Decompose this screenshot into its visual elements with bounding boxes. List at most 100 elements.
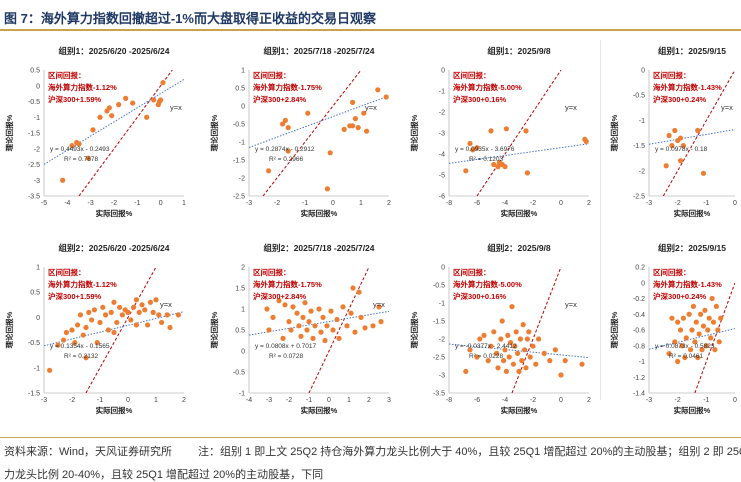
trend-equation: y = -0.0377x - 2.4412 [455,343,517,350]
index-return: 海外算力指数-5.00% [453,279,522,289]
data-point [501,358,507,364]
data-point [692,339,698,345]
x-tick-label: 0 [331,200,335,207]
x-tick-label: -3 [266,397,272,404]
data-point [328,308,334,314]
data-point [145,322,151,328]
title-rule [0,29,741,31]
data-point [151,97,157,103]
data-point [700,170,707,176]
y-tick-label: -1 [439,89,445,96]
chart-title: 组别2：2025/6/20 -2025/6/24 [58,243,169,253]
x-tick-label: -2 [530,397,536,404]
x-tick-label: 1 [359,200,363,207]
trend-equation: y = 0.0935x - 3.6976 [455,146,515,153]
chart-panel-g2-0718: 组别2：2025/7/18 -2025/7/24 -4 -3 -2 -1 0 1 2 3 2 1.5… [205,237,395,417]
return-label: 区间回报： [453,70,491,80]
data-point [679,343,685,349]
x-tick-label: 2 [182,397,186,404]
chart-title: 组别1：2025/7/18 -2025/7/24 [263,46,374,56]
data-point [97,114,103,120]
y-tick-label: -2 [439,337,445,344]
data-point [509,304,515,310]
data-point [282,302,288,308]
y-tick-label: -1.5 [28,391,40,398]
index-return: 海外算力指数-1.75% [253,82,322,92]
y-tick-label: 1 [241,307,245,314]
data-point [114,319,120,326]
y-tick-label: -0.5 [233,370,245,377]
index-return: 海外算力指数-1.43% [653,279,722,289]
chart-title: 组别1：2025/9/15 [658,46,726,56]
y-tick-label: -1.5 [28,131,40,138]
data-point [463,368,469,374]
panel-separator [600,40,601,400]
x-tick-label: -2 [69,397,75,404]
plot-layer [44,267,184,393]
data-point [288,327,294,333]
y-tick-label: -0.8 [633,343,645,350]
data-point [526,329,532,335]
data-point [474,145,480,151]
trend-line [44,311,184,347]
data-point [488,343,494,349]
chart-panel-g1-0915: 组别1：2025/9/15 -3 -2 -1 0 0 -0.5 -1 -1.5 -2 -2.5 实际回… [605,40,741,220]
data-point [90,127,96,133]
trend-r2: R² = 0.0728 [269,353,304,360]
data-point [264,306,270,312]
data-point [505,332,511,338]
data-point [106,105,112,111]
data-point [266,168,272,174]
y-tick-label: -0.5 [233,122,245,129]
x-tick-label: -2 [111,200,117,207]
data-point [350,123,356,129]
data-point [712,347,718,353]
data-point [527,354,533,360]
x-tick-label: 3 [387,397,391,404]
data-point [683,335,689,341]
y-tick-label: -1 [639,118,645,125]
x-tick-label: -4 [246,397,252,404]
data-point [700,323,707,329]
figure-title: 图 7：海外算力指数回撤超过-1%而大盘取得正收益的交易日观察 [4,11,376,26]
trend-equation: y = 0.0873x - 0.5823 [655,343,715,350]
chart-panel-g2-0908: 组别2：2025/9/8 -8 -6 -4 -2 0 2 0 -0.5 -1 -1.5 -2 -2.5 -… [405,237,595,417]
data-point [304,327,310,333]
data-point [131,304,137,310]
data-point [142,307,148,313]
data-point [136,309,142,315]
x-tick-label: 2 [587,200,591,207]
data-point [716,339,722,345]
data-point [109,113,115,119]
y-tick-label: -0.5 [433,283,445,290]
trend-line [44,79,184,165]
data-point [100,304,106,310]
y-axis-label: 理论回报% [609,114,619,151]
x-tick-label: 0 [327,397,331,404]
data-point [541,350,547,356]
data-point [702,307,708,313]
x-tick-label: -3 [88,200,94,207]
data-point [103,312,109,318]
identity-line [262,70,362,196]
index-return: 海外算力指数-1.12% [48,279,117,289]
data-point [139,302,145,308]
y-tick-label: -2 [34,146,40,153]
x-tick-label: -3 [646,200,652,207]
data-point [117,304,123,310]
data-point [89,317,95,323]
x-tick-label: -8 [446,397,452,404]
data-point [474,354,480,360]
data-point [77,312,83,318]
data-point [519,358,525,364]
x-tick-label: -1 [306,397,312,404]
data-point [499,318,505,324]
data-point [294,310,300,316]
data-point [47,367,53,373]
data-point [156,312,162,318]
y-tick-label: 0 [641,280,645,287]
identity-label: y=x [721,103,733,112]
y-axis-label: 理论回报% [209,114,219,151]
data-point [97,319,103,326]
hs300-return: 沪深300+0.16% [453,94,506,104]
